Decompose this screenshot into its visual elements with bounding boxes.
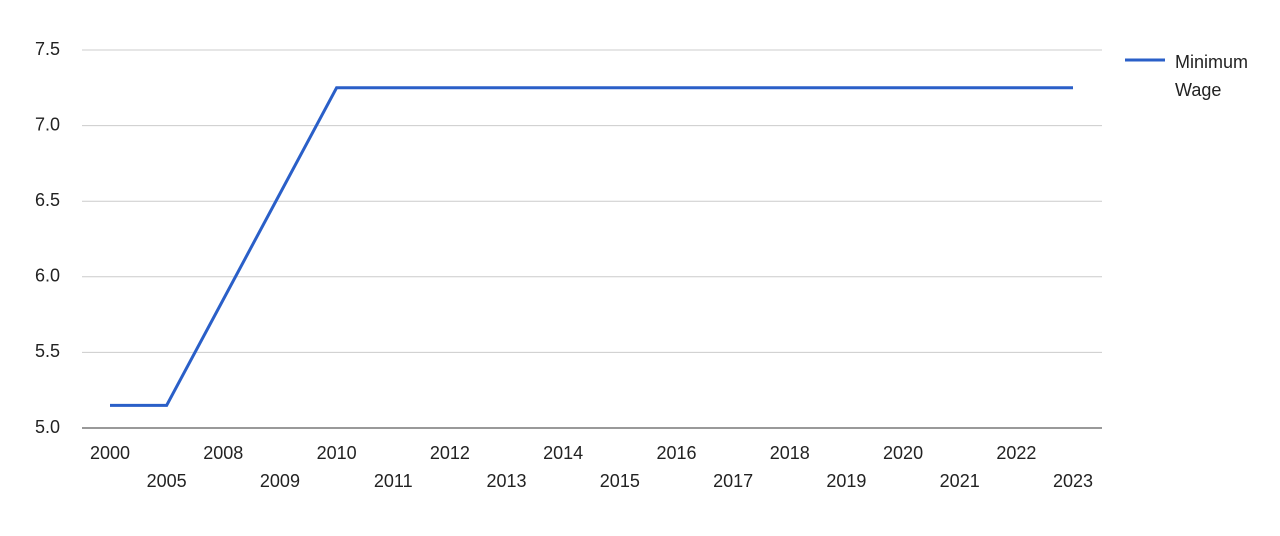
x-tick-label: 2022: [996, 443, 1036, 463]
y-tick-label: 7.0: [35, 114, 60, 134]
legend-label: Minimum Wage: [1175, 52, 1249, 100]
y-tick-label: 6.5: [35, 190, 60, 210]
x-tick-label: 2023: [1053, 471, 1093, 491]
x-tick-label: 2011: [374, 471, 413, 491]
x-tick-label: 2017: [713, 471, 753, 491]
x-tick-label: 2008: [203, 443, 243, 463]
x-tick-label: 2021: [940, 471, 980, 491]
y-tick-label: 5.0: [35, 417, 60, 437]
x-tick-label: 2014: [543, 443, 583, 463]
x-tick-label: 2015: [600, 471, 640, 491]
x-tick-label: 2012: [430, 443, 470, 463]
y-tick-label: 6.0: [35, 266, 60, 286]
line: [110, 86, 1073, 407]
y-tick-label: 5.5: [35, 341, 60, 361]
x-tick-label: 2013: [487, 471, 527, 491]
x-tick-label: 2018: [770, 443, 810, 463]
x-tick-label: 2016: [656, 443, 696, 463]
x-tick-label: 2010: [317, 443, 357, 463]
x-tick-label: 2020: [883, 443, 923, 463]
x-tick-label: 2019: [826, 471, 866, 491]
y-tick-label: 7.5: [35, 39, 60, 59]
x-tick-label: 2000: [90, 443, 130, 463]
x-tick-label: 2005: [147, 471, 187, 491]
x-tick-label: 2009: [260, 471, 300, 491]
